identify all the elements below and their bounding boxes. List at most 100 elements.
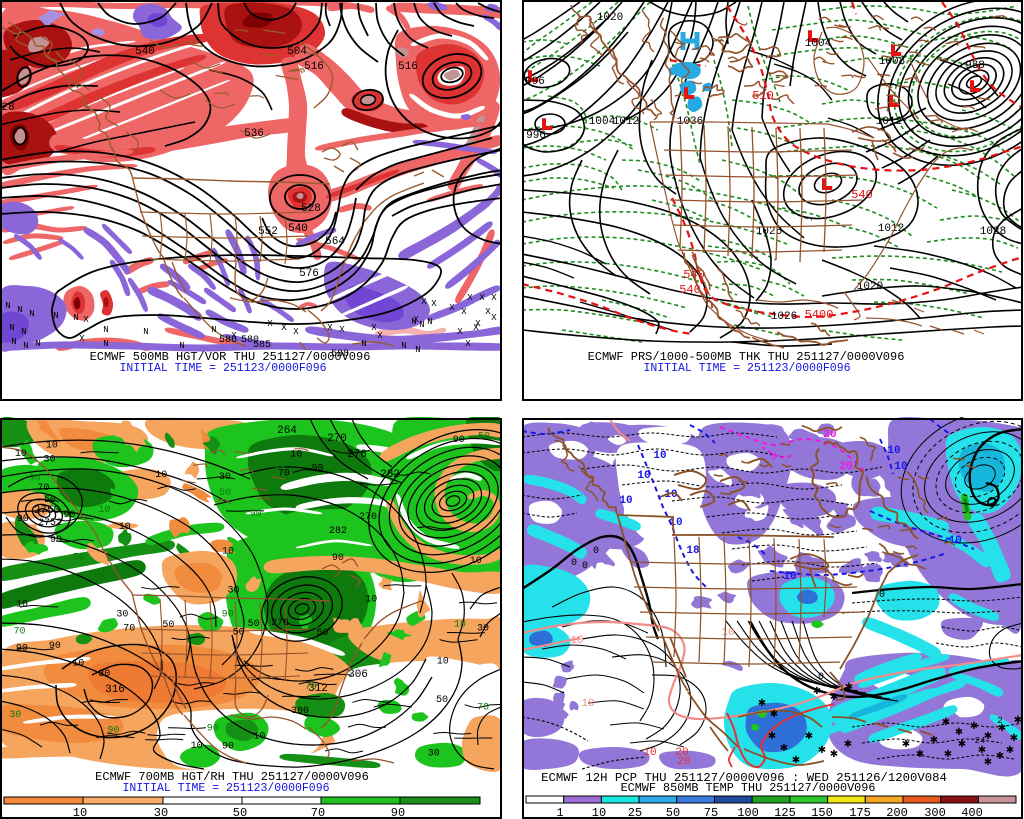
svg-text:100: 100 <box>737 806 759 819</box>
svg-text:X: X <box>449 303 455 313</box>
svg-text:50: 50 <box>478 431 490 442</box>
svg-text:516: 516 <box>304 61 324 73</box>
svg-text:70: 70 <box>37 483 49 494</box>
svg-text:90: 90 <box>312 463 324 474</box>
svg-text:INITIAL TIME = 251123/0000F096: INITIAL TIME = 251123/0000F096 <box>119 362 326 375</box>
svg-text:10: 10 <box>570 635 583 647</box>
svg-text:X: X <box>83 315 89 325</box>
svg-text:20: 20 <box>677 756 690 768</box>
svg-text:10: 10 <box>222 546 234 557</box>
svg-text:1004: 1004 <box>805 38 832 50</box>
svg-text:50: 50 <box>233 806 247 819</box>
svg-text:90: 90 <box>16 644 28 655</box>
svg-text:10: 10 <box>664 489 677 501</box>
svg-text:580: 580 <box>241 335 259 346</box>
svg-text:25: 25 <box>628 806 642 819</box>
svg-text:564: 564 <box>325 236 345 248</box>
svg-text:10: 10 <box>72 658 84 669</box>
svg-text:1012: 1012 <box>876 116 902 128</box>
svg-text:996: 996 <box>525 76 545 88</box>
svg-text:90: 90 <box>332 553 344 564</box>
svg-text:✱: ✱ <box>845 682 853 694</box>
svg-text:N: N <box>427 317 432 327</box>
svg-text:588: 588 <box>331 349 349 360</box>
svg-text:306: 306 <box>348 669 368 681</box>
svg-text:✱: ✱ <box>792 755 800 767</box>
svg-text:90: 90 <box>108 725 120 736</box>
svg-text:30: 30 <box>116 610 128 621</box>
svg-text:10: 10 <box>73 806 87 819</box>
svg-text:90: 90 <box>63 510 75 521</box>
svg-text:X: X <box>377 331 383 341</box>
svg-text:10: 10 <box>887 445 900 457</box>
svg-text:✱: ✱ <box>1010 733 1018 745</box>
svg-text:20: 20 <box>823 429 836 441</box>
svg-text:10: 10 <box>290 450 302 461</box>
svg-text:90: 90 <box>207 724 219 735</box>
svg-text:70: 70 <box>477 702 489 713</box>
svg-text:X: X <box>475 319 481 329</box>
svg-text:282: 282 <box>329 526 347 537</box>
svg-text:✱: ✱ <box>930 735 938 747</box>
svg-text:20: 20 <box>675 747 688 759</box>
svg-text:276: 276 <box>271 618 289 629</box>
svg-text:✱: ✱ <box>1014 715 1022 727</box>
svg-text:N: N <box>143 327 148 337</box>
svg-text:30: 30 <box>428 749 440 760</box>
svg-text:X: X <box>479 293 485 303</box>
svg-text:536: 536 <box>244 128 264 140</box>
svg-text:N: N <box>17 305 22 315</box>
svg-text:552: 552 <box>258 226 278 238</box>
svg-text:✱: ✱ <box>955 727 963 739</box>
svg-text:N: N <box>361 339 366 349</box>
svg-text:✱: ✱ <box>984 731 992 743</box>
svg-text:586: 586 <box>219 335 237 346</box>
svg-text:90: 90 <box>49 641 61 652</box>
svg-text:1020: 1020 <box>597 12 623 24</box>
svg-text:70: 70 <box>355 468 367 479</box>
svg-text:30: 30 <box>98 669 110 680</box>
svg-text:90: 90 <box>391 806 405 819</box>
svg-text:✱: ✱ <box>944 749 952 761</box>
svg-text:✱: ✱ <box>758 698 766 710</box>
svg-text:X: X <box>461 307 467 317</box>
svg-text:10: 10 <box>253 732 265 743</box>
svg-text:10: 10 <box>155 470 167 481</box>
svg-text:18: 18 <box>686 545 700 557</box>
svg-text:ECMWF 12H PCP THU 251127/0000V: ECMWF 12H PCP THU 251127/0000V096 : WED … <box>541 771 947 785</box>
svg-text:270: 270 <box>327 433 347 445</box>
svg-text:10: 10 <box>592 806 606 819</box>
svg-text:1020: 1020 <box>857 281 883 293</box>
svg-text:✱: ✱ <box>942 717 950 729</box>
svg-text:1: 1 <box>556 806 563 819</box>
svg-text:X: X <box>79 334 85 344</box>
svg-text:10: 10 <box>637 470 650 482</box>
svg-text:1012: 1012 <box>878 223 904 235</box>
svg-text:264: 264 <box>277 425 297 437</box>
svg-text:✱: ✱ <box>1006 745 1014 757</box>
svg-text:50: 50 <box>162 620 174 631</box>
svg-text:90: 90 <box>250 509 262 520</box>
svg-text:996: 996 <box>526 130 546 142</box>
svg-text:30: 30 <box>228 586 240 597</box>
svg-text:N: N <box>5 301 10 311</box>
svg-text:X: X <box>491 293 497 303</box>
svg-text:540: 540 <box>135 46 155 58</box>
svg-text:90: 90 <box>453 435 465 446</box>
svg-text:10: 10 <box>98 505 110 516</box>
svg-text:70: 70 <box>305 682 317 693</box>
svg-text:0: 0 <box>593 546 599 557</box>
svg-text:50: 50 <box>73 552 85 563</box>
svg-text:X: X <box>467 293 473 303</box>
svg-text:X: X <box>431 299 437 309</box>
svg-text:50: 50 <box>436 695 448 706</box>
svg-text:50: 50 <box>233 628 245 639</box>
svg-text:✱: ✱ <box>984 757 992 769</box>
svg-text:X: X <box>267 319 273 329</box>
svg-text:N: N <box>9 323 14 333</box>
svg-text:30: 30 <box>154 806 168 819</box>
svg-text:X: X <box>473 323 479 333</box>
svg-text:X: X <box>465 339 471 349</box>
svg-text:10: 10 <box>721 627 734 639</box>
svg-text:528: 528 <box>301 203 321 215</box>
